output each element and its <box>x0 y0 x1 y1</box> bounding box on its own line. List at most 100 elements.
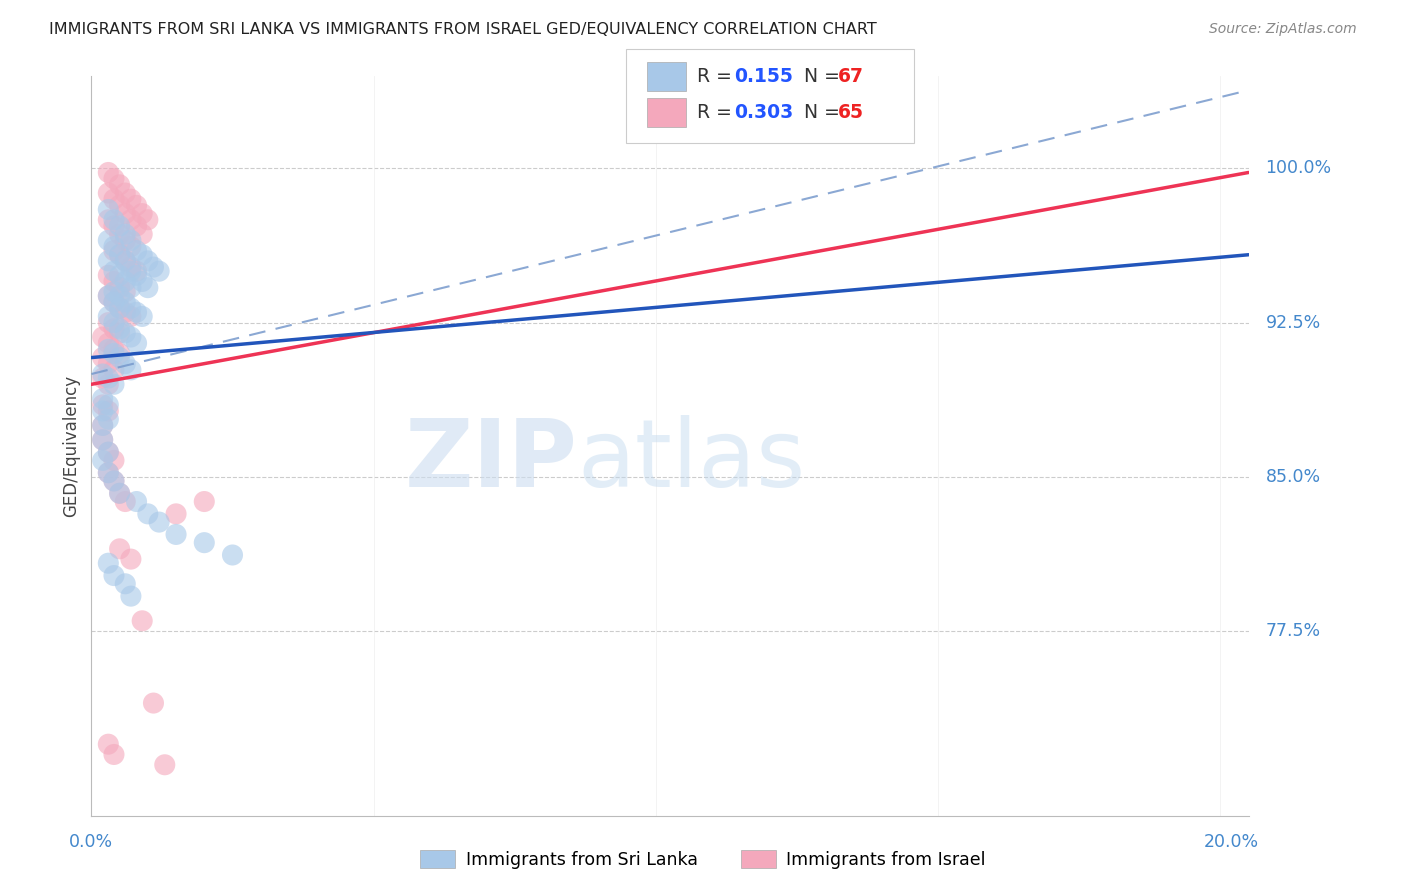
Point <box>103 322 125 336</box>
Point <box>108 268 131 283</box>
Point <box>97 165 120 179</box>
Point <box>97 289 120 303</box>
Point <box>108 178 131 192</box>
Point <box>97 233 120 247</box>
Point <box>103 316 125 330</box>
Text: atlas: atlas <box>578 415 806 507</box>
Point <box>131 206 153 220</box>
Point <box>193 494 215 508</box>
Point <box>165 527 187 541</box>
Point <box>103 275 125 289</box>
Point <box>125 494 148 508</box>
Point <box>103 453 125 467</box>
Point <box>103 377 125 392</box>
Point <box>103 568 125 582</box>
Text: 0.155: 0.155 <box>734 67 793 87</box>
Point <box>103 346 125 360</box>
Point <box>97 310 120 324</box>
Point <box>120 212 142 227</box>
Point <box>103 343 125 357</box>
Point <box>97 357 120 371</box>
Point <box>114 357 136 371</box>
Point <box>108 301 131 316</box>
Point <box>193 535 215 549</box>
Point <box>108 227 131 242</box>
Point <box>114 186 136 200</box>
Point <box>91 453 114 467</box>
Point <box>97 371 120 385</box>
Point <box>97 336 120 351</box>
Point <box>97 412 120 426</box>
Text: R =: R = <box>697 103 738 122</box>
Point <box>120 330 142 344</box>
Point <box>91 398 114 412</box>
Point <box>91 367 114 381</box>
Point <box>114 305 136 319</box>
Point <box>91 330 114 344</box>
Point <box>131 310 153 324</box>
Point <box>103 474 125 488</box>
Point <box>103 295 125 310</box>
Point <box>125 198 148 212</box>
Text: Source: ZipAtlas.com: Source: ZipAtlas.com <box>1209 22 1357 37</box>
Point <box>114 253 136 268</box>
Point <box>103 747 125 762</box>
Text: 67: 67 <box>838 67 863 87</box>
Point <box>125 305 148 319</box>
Point <box>114 494 136 508</box>
Point <box>103 363 125 377</box>
Point <box>91 433 114 447</box>
Text: 85.0%: 85.0% <box>1265 467 1320 486</box>
Point <box>114 275 136 289</box>
Point <box>108 248 131 262</box>
Text: 92.5%: 92.5% <box>1265 314 1320 332</box>
Point <box>97 186 120 200</box>
Point <box>221 548 243 562</box>
Point <box>114 206 136 220</box>
Point <box>103 171 125 186</box>
Point <box>103 295 125 310</box>
Point <box>91 418 114 433</box>
Point <box>120 310 142 324</box>
Text: 65: 65 <box>838 103 863 122</box>
Point <box>91 433 114 447</box>
Point <box>131 614 153 628</box>
Point <box>97 404 120 418</box>
Point <box>91 351 114 365</box>
Text: 0.0%: 0.0% <box>69 832 114 851</box>
Text: N =: N = <box>792 103 845 122</box>
Point <box>120 192 142 206</box>
Point <box>120 260 142 274</box>
Point <box>120 233 142 247</box>
Point <box>136 507 159 521</box>
Point <box>114 576 136 591</box>
Point <box>108 486 131 500</box>
Point <box>120 552 142 566</box>
Point <box>108 351 131 365</box>
Point <box>148 264 170 278</box>
Point <box>103 264 125 278</box>
Point <box>97 316 120 330</box>
Point <box>103 219 125 233</box>
Point <box>108 301 131 316</box>
Point <box>97 466 120 480</box>
Text: 100.0%: 100.0% <box>1265 160 1331 178</box>
Point <box>97 445 120 459</box>
Point <box>97 556 120 570</box>
Point <box>148 515 170 529</box>
Point <box>108 326 131 340</box>
Point <box>131 227 153 242</box>
Y-axis label: GED/Equivalency: GED/Equivalency <box>62 375 80 517</box>
Point <box>103 285 125 299</box>
Point <box>97 398 120 412</box>
Point <box>97 202 120 217</box>
Point <box>131 275 153 289</box>
Point <box>131 248 153 262</box>
Point <box>97 466 120 480</box>
Point <box>120 280 142 294</box>
Point <box>136 212 159 227</box>
Point <box>108 322 131 336</box>
Point <box>97 377 120 392</box>
Point <box>103 239 125 253</box>
Point <box>114 285 136 299</box>
